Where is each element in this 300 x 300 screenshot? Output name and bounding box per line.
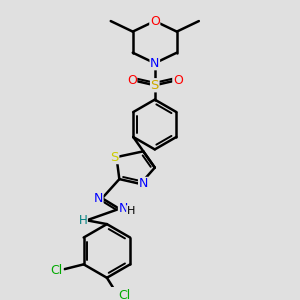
Text: Cl: Cl	[51, 264, 63, 277]
Text: H: H	[127, 206, 135, 216]
Text: H: H	[79, 214, 87, 227]
Text: O: O	[173, 74, 183, 87]
Text: N: N	[150, 57, 160, 70]
Text: N: N	[118, 202, 128, 215]
Text: Cl: Cl	[118, 289, 130, 300]
Text: O: O	[150, 15, 160, 28]
Text: S: S	[110, 151, 119, 164]
Text: N: N	[139, 177, 148, 190]
Text: N: N	[94, 192, 103, 205]
Text: O: O	[127, 74, 137, 87]
Text: S: S	[151, 79, 159, 92]
